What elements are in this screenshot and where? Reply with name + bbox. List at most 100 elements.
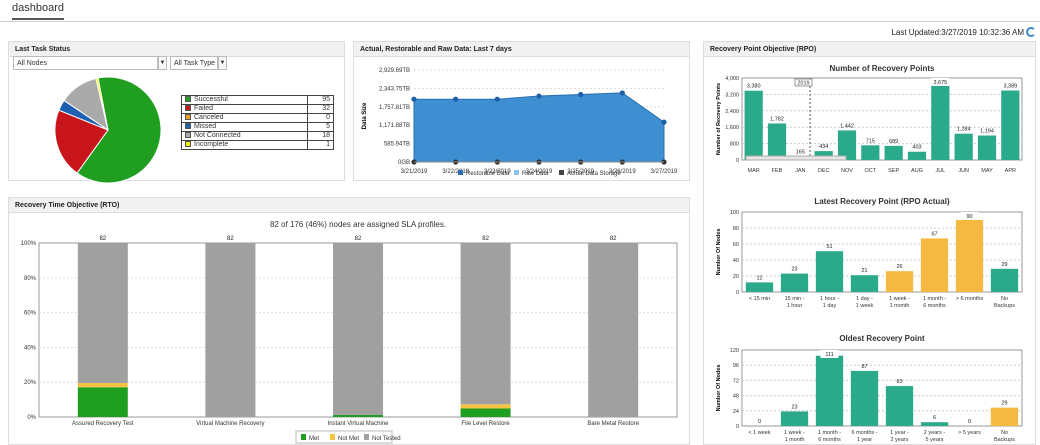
x-tick-label: 3/21/2019	[401, 169, 428, 175]
y-tick-label: 4,000	[725, 76, 739, 82]
x-tick-label: No	[1001, 296, 1008, 302]
bar	[977, 135, 997, 160]
y-tick-label: 20	[733, 274, 739, 280]
x-tick-label: OCT	[865, 168, 877, 174]
chevron-down-icon[interactable]: ▼	[218, 56, 227, 70]
x-tick-label: Assured Recovery Test	[72, 421, 134, 427]
legend-label: Raw Data	[522, 171, 549, 177]
x-tick-label: 1 week -	[889, 296, 910, 302]
y-axis-label: Number Of Nodes	[716, 229, 722, 276]
legend-row[interactable]: Not Connected 18	[181, 131, 334, 141]
x-tick-label: 1 week	[856, 303, 874, 309]
bar	[885, 386, 914, 426]
x-tick-label: 15 min -	[785, 296, 805, 302]
legend-label: Successful	[181, 95, 308, 105]
bar	[815, 355, 844, 426]
y-tick-label: 800	[730, 142, 739, 148]
chart-title: Oldest Recovery Point	[839, 334, 925, 343]
task-status-legend: Successful 95 Failed 32 Canceled 0 Missed 5 Not …	[181, 95, 334, 150]
x-tick-label: 3/25/2019	[567, 169, 594, 175]
tab-dashboard[interactable]: dashboard	[12, 2, 64, 20]
stacked-bar-not-tested	[205, 243, 256, 417]
x-tick-label: 1 hour	[787, 303, 803, 309]
bar	[884, 145, 903, 160]
rto-panel: Recovery Time Objective (RTO) 82 of 176 …	[8, 197, 690, 445]
legend-label: Met	[309, 436, 319, 442]
legend-label: Not Tested	[372, 436, 401, 442]
legend-text: Successful	[194, 96, 228, 103]
legend-label: Restorable Data	[466, 171, 510, 177]
y-tick-label: 80%	[24, 276, 37, 282]
data-label-bg	[960, 212, 979, 220]
x-tick-label: > 5 years	[958, 430, 981, 436]
bar	[744, 90, 763, 160]
x-tick-label: Instant Virtual Machine	[328, 421, 390, 427]
bar	[745, 282, 774, 292]
y-tick-label: 100	[730, 210, 739, 216]
y-tick-label: 2,400	[725, 109, 739, 115]
legend-row[interactable]: Failed 32	[181, 104, 334, 114]
data-label: 21	[861, 268, 867, 274]
legend-row[interactable]: Canceled 0	[181, 113, 334, 123]
legend-row[interactable]: Incomplete 1	[181, 140, 334, 150]
chevron-down-icon[interactable]: ▼	[158, 56, 167, 70]
data-label-bg	[931, 78, 950, 86]
x-tick-label: JUL	[935, 168, 945, 174]
data-label: 1,194	[980, 129, 994, 135]
y-axis-label: Data Size	[362, 102, 368, 129]
legend-swatch	[185, 105, 191, 111]
legend-swatch	[185, 123, 191, 129]
task-type-select[interactable]: All Task Type	[170, 56, 218, 70]
stacked-bar-met	[460, 408, 511, 417]
legend-value: 5	[307, 122, 334, 132]
legend-value: 18	[307, 131, 334, 141]
legend-label: Not Connected	[181, 131, 308, 141]
task-status-pie-chart	[54, 76, 162, 184]
legend-row[interactable]: Missed 5	[181, 122, 334, 132]
bar	[780, 411, 809, 426]
legend-icon	[458, 170, 463, 175]
plot-frame	[741, 349, 1023, 427]
legend-text: Missed	[194, 123, 217, 130]
y-tick-label: 0	[736, 290, 739, 296]
bar	[907, 151, 927, 160]
y-tick-label: 2,343.75TB	[379, 86, 410, 92]
bar-total-label: 82	[610, 236, 617, 242]
chart-title: Latest Recovery Point (RPO Actual)	[814, 197, 950, 206]
x-tick-label: MAY	[981, 168, 993, 174]
x-tick-label: 1 year -	[890, 430, 909, 436]
data-label: 90	[966, 214, 972, 220]
bar	[861, 145, 880, 160]
x-tick-label: JUN	[958, 168, 969, 174]
y-tick-label: 40	[733, 258, 739, 264]
y-tick-label: 24	[733, 409, 739, 415]
data-point	[578, 91, 584, 98]
data-label: 715	[866, 138, 875, 144]
legend-icon	[364, 434, 369, 440]
nodes-select[interactable]: All Nodes	[13, 56, 158, 70]
stacked-bar-not-tested	[460, 243, 511, 405]
x-tick-label: 1 month	[890, 303, 910, 309]
y-tick-label: 120	[730, 348, 739, 354]
y-tick-label: 1,171.88TB	[379, 123, 410, 129]
data-point	[453, 96, 459, 102]
tab-bar: dashboard	[0, 0, 1040, 22]
legend-icon	[301, 434, 306, 440]
x-tick-label: 2 years	[890, 437, 908, 443]
data-label: 111	[825, 352, 833, 358]
legend-swatch	[185, 114, 191, 120]
y-tick-label: 585.94TB	[384, 142, 410, 148]
last-updated-text: Last Updated:3/27/2019 10:32:36 AM	[891, 28, 1024, 37]
data-label: 6	[933, 415, 936, 421]
legend-row[interactable]: Successful 95	[181, 95, 334, 105]
y-tick-label: 80	[733, 226, 739, 232]
refresh-icon[interactable]	[1026, 27, 1036, 37]
stacked-bar-not-tested	[588, 243, 639, 417]
legend-label: Missed	[181, 122, 308, 132]
legend-label: Canceled	[181, 113, 308, 123]
y-tick-label: 60%	[24, 311, 37, 317]
y-tick-label: 0	[736, 424, 739, 430]
last-task-status-panel: Last Task Status All Nodes ▼ All Task Ty…	[8, 41, 345, 184]
y-tick-label: 48	[733, 394, 739, 400]
x-tick-label: 1 month	[785, 437, 805, 443]
